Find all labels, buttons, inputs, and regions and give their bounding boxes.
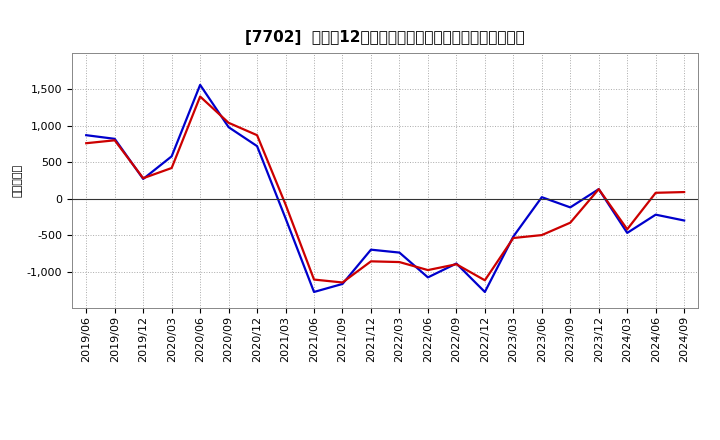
- 当期純利益: [253, 132, 261, 138]
- 経常利益: [423, 275, 432, 280]
- 当期純利益: [595, 187, 603, 192]
- 当期純利益: [338, 280, 347, 285]
- 当期純利益: [366, 259, 375, 264]
- 当期純利益: [652, 190, 660, 195]
- 当期純利益: [623, 227, 631, 232]
- 経常利益: [110, 136, 119, 142]
- 当期純利益: [680, 190, 688, 195]
- 当期純利益: [480, 278, 489, 283]
- 経常利益: [225, 125, 233, 130]
- 当期純利益: [196, 94, 204, 99]
- 経常利益: [139, 176, 148, 182]
- 当期純利益: [310, 277, 318, 282]
- 経常利益: [366, 247, 375, 252]
- 経常利益: [167, 154, 176, 159]
- 経常利益: [595, 187, 603, 192]
- 経常利益: [253, 143, 261, 149]
- 当期純利益: [110, 138, 119, 143]
- 当期純利益: [167, 165, 176, 171]
- 当期純利益: [82, 140, 91, 146]
- 経常利益: [282, 216, 290, 221]
- 当期純利益: [423, 268, 432, 273]
- Line: 当期純利益: 当期純利益: [86, 96, 684, 282]
- 当期純利益: [139, 176, 148, 181]
- Line: 経常利益: 経常利益: [86, 85, 684, 292]
- 当期純利益: [452, 262, 461, 267]
- 当期純利益: [282, 202, 290, 207]
- 経常利益: [452, 261, 461, 266]
- 当期純利益: [566, 220, 575, 225]
- 経常利益: [566, 205, 575, 210]
- Y-axis label: （百万円）: （百万円）: [13, 164, 22, 197]
- 当期純利益: [225, 120, 233, 125]
- 経常利益: [338, 281, 347, 286]
- 経常利益: [509, 234, 518, 239]
- 経常利益: [480, 290, 489, 295]
- 経常利益: [623, 230, 631, 235]
- 経常利益: [680, 218, 688, 223]
- 経常利益: [82, 132, 91, 138]
- 経常利益: [196, 82, 204, 88]
- 当期純利益: [537, 232, 546, 238]
- 経常利益: [652, 212, 660, 217]
- 経常利益: [395, 250, 404, 255]
- 経常利益: [537, 194, 546, 200]
- 当期純利益: [509, 235, 518, 241]
- Title: [7702]  利益の12か月移動合計の対前年同期増減額の推移: [7702] 利益の12か月移動合計の対前年同期増減額の推移: [246, 29, 525, 45]
- 当期純利益: [395, 260, 404, 265]
- 経常利益: [310, 290, 318, 295]
